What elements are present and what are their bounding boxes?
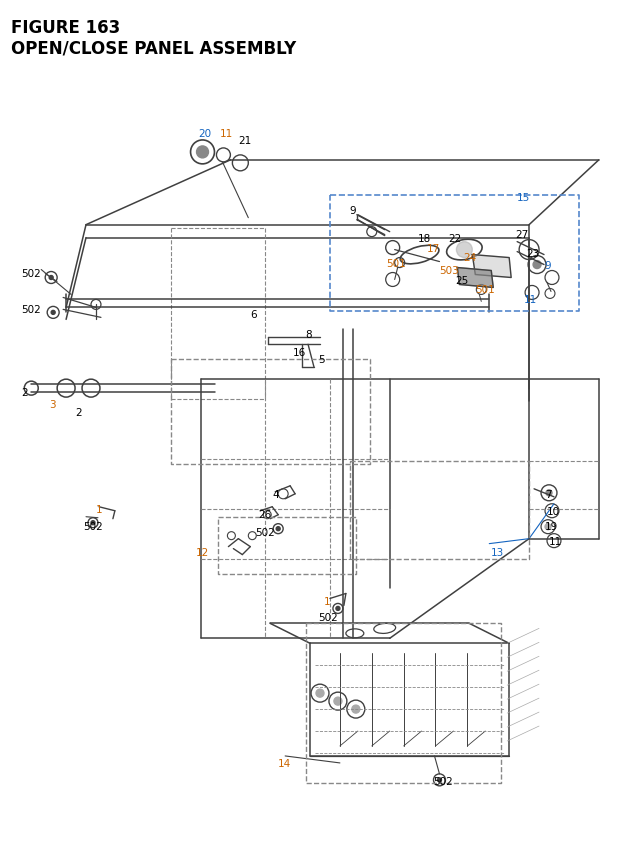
Circle shape (276, 527, 280, 531)
Polygon shape (472, 255, 511, 278)
Text: 501: 501 (386, 258, 406, 269)
Text: 1: 1 (324, 597, 331, 607)
Text: 502: 502 (318, 613, 338, 623)
Text: 20: 20 (198, 129, 212, 139)
Text: 14: 14 (278, 758, 291, 768)
Text: 25: 25 (456, 276, 468, 285)
Text: 15: 15 (517, 193, 531, 202)
Circle shape (91, 521, 95, 525)
Text: 23: 23 (526, 248, 540, 258)
Text: 9: 9 (350, 206, 356, 215)
Text: 18: 18 (417, 233, 431, 244)
Text: 27: 27 (515, 229, 529, 239)
Text: 5: 5 (318, 355, 324, 365)
Circle shape (438, 778, 442, 782)
Text: 9: 9 (544, 260, 550, 270)
Circle shape (456, 242, 472, 258)
Text: 502: 502 (83, 521, 103, 531)
Text: 21: 21 (238, 136, 252, 146)
Text: 502: 502 (433, 776, 453, 786)
Text: FIGURE 163: FIGURE 163 (12, 19, 120, 37)
Circle shape (545, 524, 551, 530)
Text: 10: 10 (547, 506, 560, 516)
Circle shape (51, 311, 55, 315)
Text: 24: 24 (463, 252, 477, 263)
Text: 4: 4 (272, 489, 279, 499)
Text: 502: 502 (21, 269, 41, 278)
Text: 13: 13 (492, 547, 504, 557)
Circle shape (336, 607, 340, 610)
Text: 19: 19 (545, 521, 558, 531)
Text: 502: 502 (255, 527, 275, 537)
Circle shape (546, 490, 552, 496)
Text: 7: 7 (545, 489, 552, 499)
Circle shape (196, 146, 209, 158)
Text: 16: 16 (293, 348, 307, 358)
Circle shape (316, 690, 324, 697)
Text: 501: 501 (476, 285, 495, 295)
Text: 6: 6 (250, 310, 257, 320)
Text: 22: 22 (449, 233, 461, 244)
Text: 1: 1 (96, 505, 102, 514)
Text: 502: 502 (21, 305, 41, 315)
Text: 11: 11 (220, 129, 233, 139)
Text: 503: 503 (440, 265, 460, 276)
Text: 17: 17 (426, 244, 440, 253)
Text: 2: 2 (21, 387, 28, 398)
Text: 12: 12 (196, 547, 209, 557)
Circle shape (533, 261, 541, 269)
Text: 8: 8 (305, 330, 312, 340)
Text: OPEN/CLOSE PANEL ASSEMBLY: OPEN/CLOSE PANEL ASSEMBLY (12, 40, 296, 57)
Text: 3: 3 (49, 400, 56, 410)
Circle shape (49, 276, 53, 280)
Text: 2: 2 (75, 407, 82, 418)
Text: 11: 11 (549, 536, 563, 546)
Polygon shape (458, 269, 493, 288)
Circle shape (334, 697, 342, 705)
Circle shape (352, 705, 360, 713)
Text: 26: 26 (259, 509, 271, 519)
Text: 11: 11 (524, 295, 538, 305)
